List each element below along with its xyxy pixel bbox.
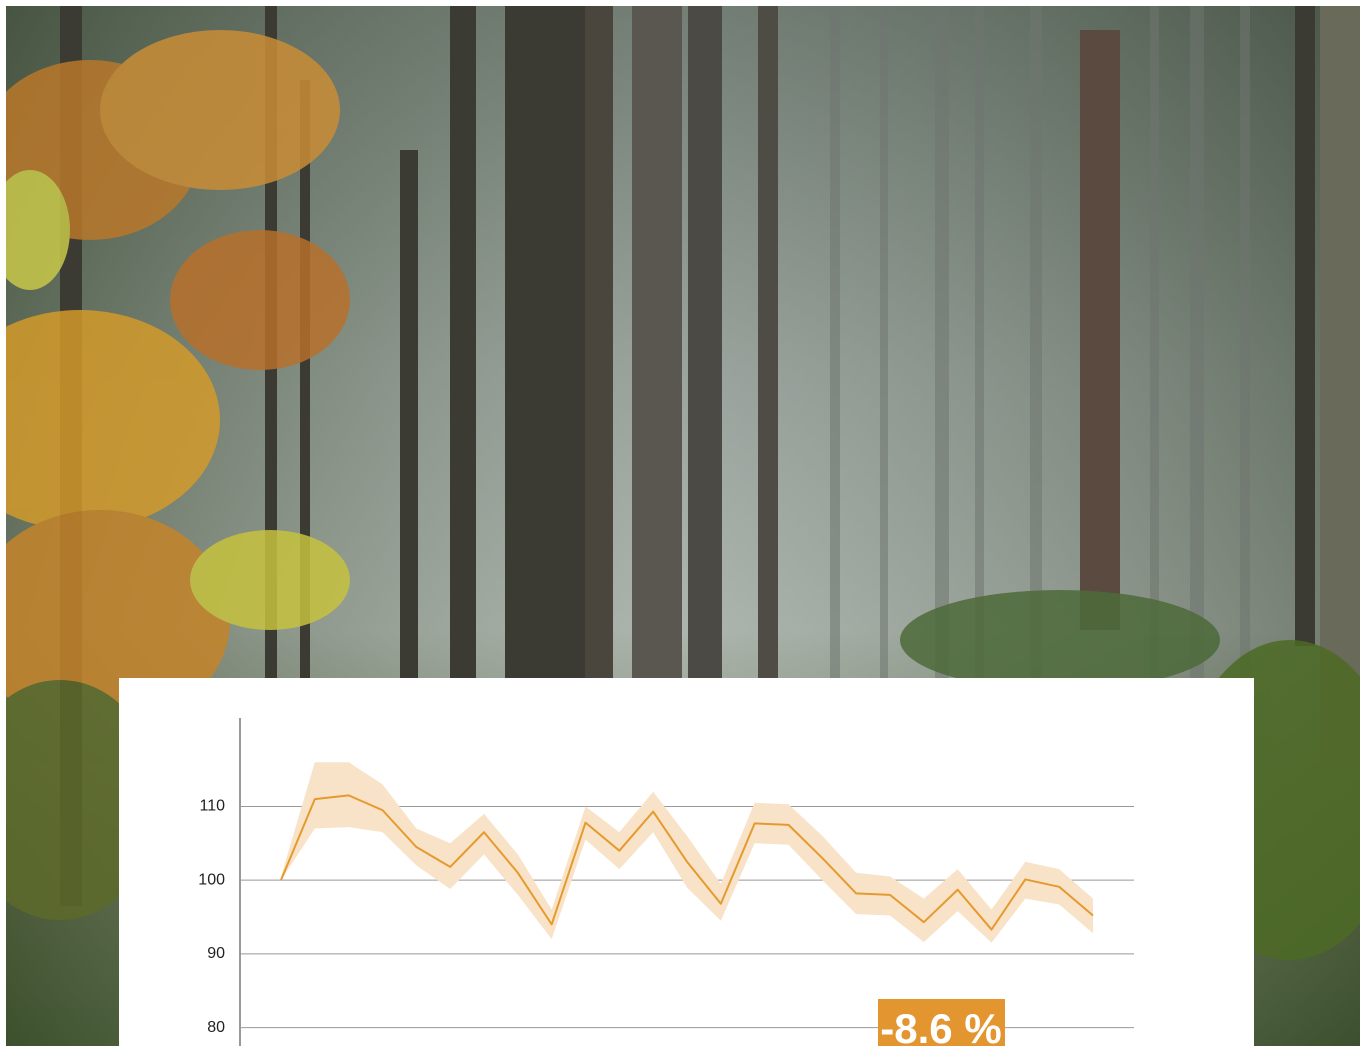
line [280, 794, 1094, 931]
y-tick-label: 100 [198, 871, 225, 888]
y-tick-label: 90 [207, 945, 225, 962]
y-tick-label: 80 [207, 1019, 225, 1036]
y-tick-label: 110 [199, 798, 225, 815]
confidence-band [281, 762, 1093, 943]
annotation-label: -8.6 % [880, 1005, 1001, 1046]
forest-photo [6, 6, 1360, 1046]
annotation-box [878, 999, 1005, 1046]
